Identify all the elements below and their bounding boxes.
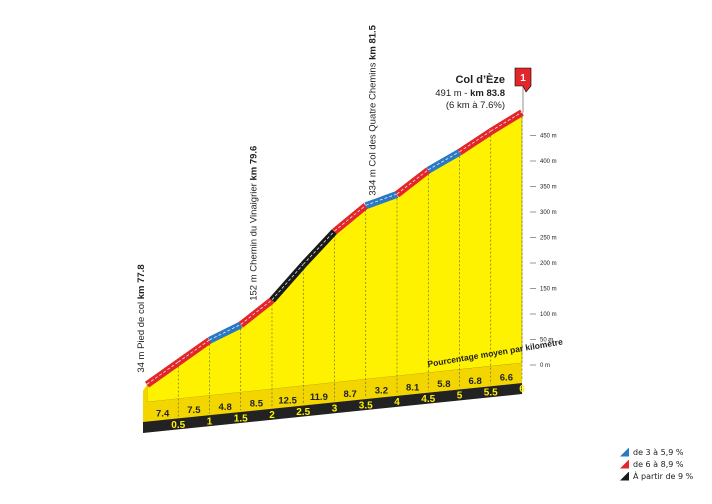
profile-segment (176, 337, 212, 366)
segment-dash (271, 264, 304, 300)
gradient-label: 4.8 (219, 402, 232, 413)
legend-swatch-blue (620, 447, 629, 457)
gradient-label: 8.7 (344, 389, 357, 400)
gradient-label: 7.5 (187, 405, 201, 416)
y-tick-label: 100 m (540, 312, 557, 318)
km-tick-label: 2 (269, 410, 275, 421)
segment-dash (396, 169, 429, 195)
summit-name: Col d’Èze (455, 73, 505, 86)
segment-dash (209, 324, 241, 341)
profile-segment (364, 191, 399, 210)
summit-km: km 83.8 (470, 88, 505, 99)
y-tick-label: 450 m (540, 134, 557, 140)
legend-item-blue: de 3 à 5,9 % (620, 446, 693, 458)
summit-flag (514, 67, 532, 93)
y-tick-label: 200 m (540, 261, 557, 267)
y-tick-label: 150 m (540, 287, 557, 293)
legend-label-blue: de 3 à 5,9 % (633, 447, 684, 457)
gradient-label: 11.9 (310, 392, 328, 403)
segment-dash (428, 151, 460, 171)
km-tick-label: 4.5 (421, 394, 435, 405)
y-tick-label: 50 m (540, 338, 553, 344)
summit-altitude-value: 491 m - (435, 88, 470, 99)
profile-segment (488, 109, 524, 135)
gradient-label: 6.6 (500, 373, 513, 384)
gradient-label: 8.1 (406, 382, 420, 393)
km-base-strip (143, 383, 522, 433)
km-tick-label: 1.5 (234, 413, 248, 424)
gradient-label: 7.4 (156, 408, 170, 419)
profile-segment (144, 359, 181, 388)
legend: de 3 à 5,9 % de 6 à 8,9 % À partir de 9 … (620, 446, 693, 482)
summit-detail: (6 km à 7.6%) (446, 100, 505, 111)
segment-dash (334, 205, 366, 232)
km-tick-label: 0.5 (171, 420, 185, 431)
segment-dash (459, 130, 491, 153)
km-tick-label: 5.5 (484, 387, 498, 398)
segment-dash (302, 230, 335, 265)
y-tick-label: 400 m (540, 159, 557, 165)
landmark-annotation: 334 m Col des Quatre Chemins km 81.5 (367, 24, 378, 195)
y-tick-label: 0 m (540, 363, 550, 369)
gradient-label: 8.5 (250, 399, 264, 410)
landmark-annotation: 152 m Chemin du Vinaigrier km 79.6 (249, 146, 260, 301)
profile-segment (394, 167, 431, 198)
legend-swatch-red (620, 459, 629, 469)
landmark-text: 152 m Chemin du Vinaigrier (249, 181, 260, 301)
km-tick-label: 6 (519, 384, 525, 395)
profile-segment (426, 149, 462, 174)
segment-dash (146, 361, 179, 385)
gradient-label: 12.5 (278, 395, 297, 406)
legend-swatch-black (620, 471, 629, 481)
summit-category: 1 (520, 73, 526, 84)
km-tick-label: 2.5 (296, 407, 310, 418)
y-tick-label: 350 m (540, 185, 557, 191)
profile-segment (207, 321, 243, 344)
landmark-text: 334 m Col des Quatre Chemins (367, 60, 378, 196)
summit-altitude: 491 m - km 83.8 (435, 88, 505, 99)
km-tick-label: 3.5 (359, 400, 373, 411)
landmark-annotation: 34 m Pied de col km 77.8 (136, 264, 147, 372)
gradient-label: 3.2 (375, 386, 388, 397)
km-tick-label: 3 (332, 404, 338, 415)
km-tick-label: 5 (457, 391, 463, 402)
km-tick-label: 1 (207, 417, 213, 428)
landmark-km: km 79.6 (249, 146, 260, 181)
profile-segment (332, 203, 368, 235)
legend-label-red: de 6 à 8,9 % (633, 459, 684, 469)
profile-segment (238, 297, 275, 328)
landmark-text: 34 m Pied de col (136, 299, 147, 372)
legend-item-black: À partir de 9 % (620, 470, 693, 482)
gradient-label: 5.8 (437, 379, 450, 390)
profile-segment (457, 128, 493, 156)
segment-dash (178, 339, 210, 363)
landmark-km: km 77.8 (136, 264, 147, 299)
segment-dash (240, 299, 273, 325)
km-tick-label: 4 (394, 397, 400, 408)
landmark-km: km 81.5 (367, 24, 378, 60)
segment-dash (490, 111, 523, 132)
profile-front-edge (143, 384, 147, 422)
segment-dash (365, 193, 398, 206)
legend-label-black: À partir de 9 % (633, 471, 694, 481)
y-tick-label: 250 m (540, 236, 557, 242)
y-tick-label: 300 m (540, 210, 557, 216)
gradient-label: 6.8 (469, 376, 482, 387)
legend-item-red: de 6 à 8,9 % (620, 458, 693, 470)
